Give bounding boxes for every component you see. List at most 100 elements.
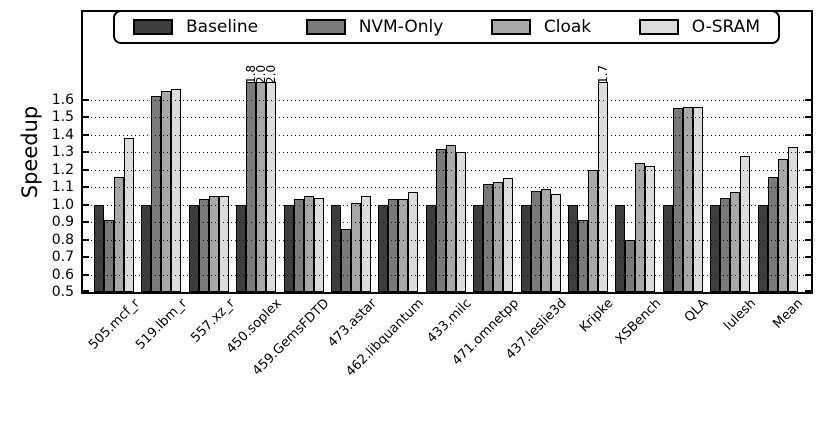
bar <box>361 195 371 292</box>
legend-item-cloak: Cloak <box>490 17 592 37</box>
x-tick-label: 519.lbm_r <box>133 296 191 353</box>
bar <box>730 192 741 292</box>
axis-tick <box>805 238 811 241</box>
bar <box>473 204 484 292</box>
axis-tick <box>805 168 811 171</box>
bar <box>303 195 314 292</box>
bar <box>341 229 351 292</box>
y-tick-label: 0.9 <box>51 214 74 230</box>
x-tick-label: QLA <box>681 296 712 326</box>
bar <box>94 204 104 292</box>
y-tick-label: 0.7 <box>51 249 74 265</box>
gridline <box>83 222 811 223</box>
plot-area <box>81 10 813 294</box>
bar <box>141 204 152 292</box>
bar <box>378 204 389 292</box>
bar <box>331 204 341 292</box>
bar <box>408 192 419 292</box>
legend-item-o-sram: O-SRAM <box>638 17 760 37</box>
axis-tick <box>83 273 89 276</box>
bar <box>740 155 751 292</box>
y-tick-label: 0.5 <box>51 284 74 300</box>
legend-label-nvm-only: NVM-Only <box>358 17 444 37</box>
bar <box>445 145 456 292</box>
axis-tick <box>805 133 811 136</box>
legend-swatch-cloak <box>490 19 531 35</box>
y-tick-label: 1.3 <box>51 144 74 160</box>
axis-tick <box>805 290 811 292</box>
y-tick-label: 1.1 <box>51 179 74 195</box>
bar <box>151 96 162 292</box>
bar <box>692 106 703 292</box>
bar <box>757 204 768 292</box>
legend-swatch-o-sram <box>638 19 679 35</box>
y-tick-label: 1.0 <box>51 196 74 213</box>
x-tick-label: lulesh <box>720 296 759 334</box>
bar <box>208 195 219 292</box>
bar <box>161 90 172 292</box>
bar <box>493 181 504 292</box>
legend-label-cloak: Cloak <box>543 17 592 37</box>
gridline <box>83 204 811 206</box>
bar <box>635 162 646 292</box>
x-tick-label: 505.mcf_r <box>85 296 143 353</box>
gridline <box>83 99 811 101</box>
bar <box>388 199 399 292</box>
bar <box>283 204 294 292</box>
axis-tick <box>83 221 89 223</box>
axis-tick <box>805 203 811 206</box>
bar <box>198 199 209 292</box>
bar <box>645 166 656 292</box>
legend-item-baseline: Baseline <box>133 18 258 36</box>
bar <box>550 194 561 292</box>
bar <box>720 197 731 292</box>
bar <box>710 204 721 292</box>
x-tick-label: Mean <box>770 296 807 332</box>
bar <box>568 204 578 292</box>
bar <box>425 204 436 292</box>
bar <box>124 138 134 292</box>
gridline <box>83 257 811 258</box>
bar <box>188 204 199 292</box>
axis-tick <box>805 186 811 188</box>
bar <box>236 204 247 292</box>
y-tick-label: 0.6 <box>51 266 74 283</box>
axis-tick <box>83 256 89 258</box>
axis-tick <box>83 98 89 101</box>
bar <box>578 220 588 292</box>
axis-tick <box>83 168 89 171</box>
bar <box>662 204 673 292</box>
bar <box>218 195 229 292</box>
y-tick-label: 1.5 <box>51 109 74 125</box>
bar <box>777 159 788 292</box>
axis-tick <box>805 221 811 223</box>
legend: Baseline NVM-Only Cloak O-SRAM <box>113 10 780 44</box>
bar <box>435 148 446 292</box>
legend-swatch-nvm-only <box>305 19 346 35</box>
axis-tick <box>805 151 811 153</box>
gridline <box>83 187 811 188</box>
gridline <box>83 117 811 118</box>
axis-tick <box>83 133 89 136</box>
bar <box>787 146 798 292</box>
y-tick-label: 1.2 <box>51 161 74 178</box>
axis-tick <box>83 116 89 118</box>
bar <box>293 199 304 292</box>
bar <box>503 178 514 292</box>
bar <box>351 202 361 292</box>
bar <box>767 176 778 292</box>
bar <box>313 197 324 292</box>
bar <box>682 106 693 292</box>
bar <box>104 220 114 292</box>
axis-tick <box>805 256 811 258</box>
x-tick-label: Kripke <box>577 296 617 336</box>
y-tick-label: 1.6 <box>51 91 74 108</box>
bar <box>672 108 683 292</box>
axis-tick <box>83 186 89 188</box>
bar <box>398 199 409 292</box>
bar <box>530 190 541 292</box>
gridline <box>83 169 811 171</box>
legend-label-o-sram: O-SRAM <box>691 17 760 37</box>
axis-tick <box>805 273 811 276</box>
